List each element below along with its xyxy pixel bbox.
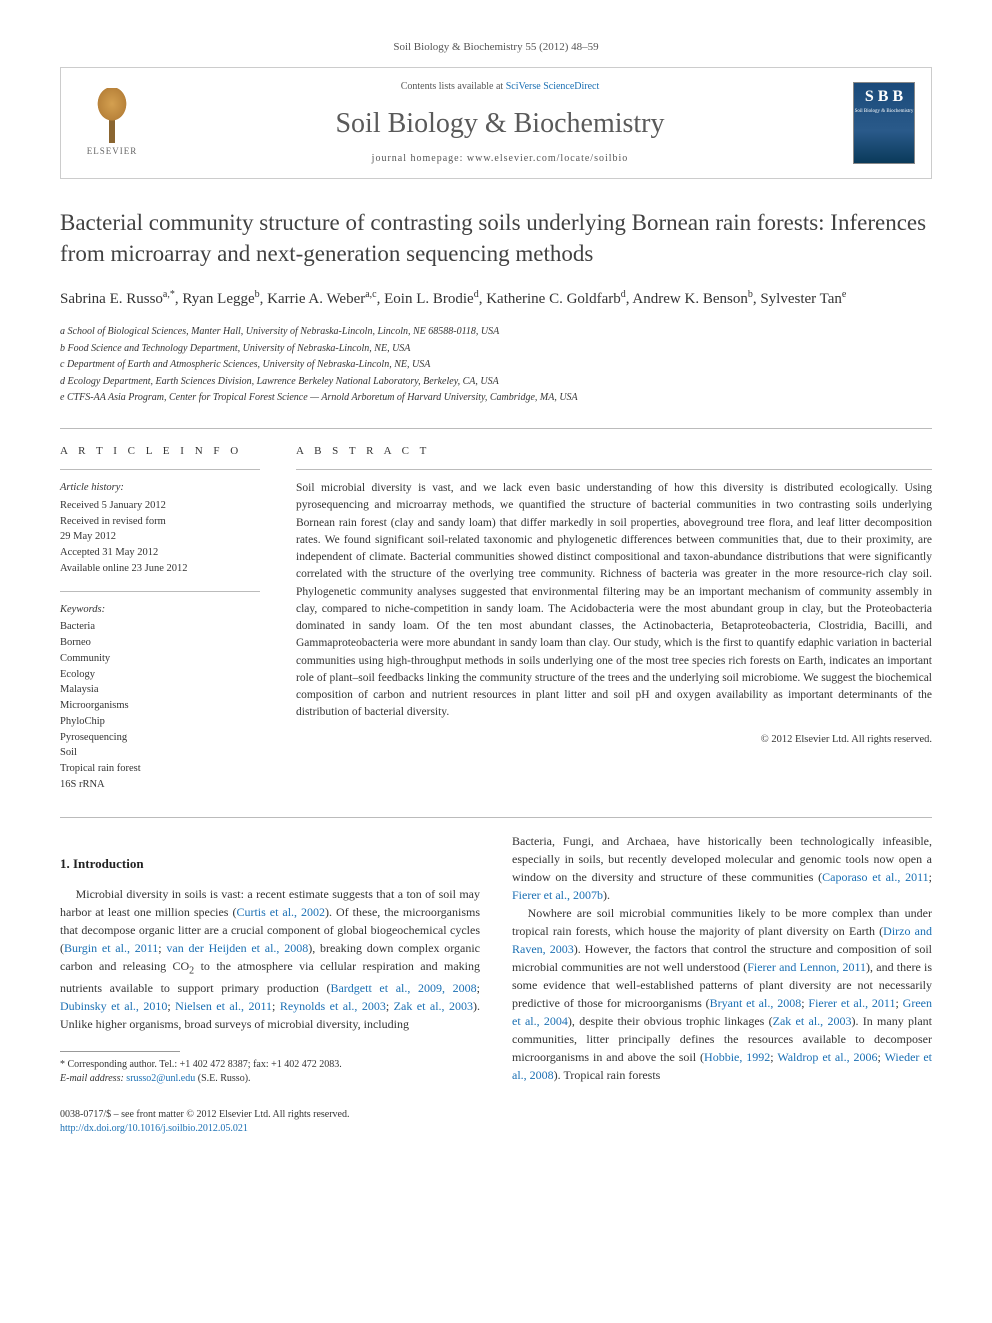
divider [296, 469, 932, 470]
keyword: Pyrosequencing [60, 730, 260, 746]
affiliations: a School of Biological Sciences, Manter … [60, 324, 932, 406]
affiliation: c Department of Earth and Atmospheric Sc… [60, 357, 932, 373]
email-label: E-mail address: [60, 1073, 126, 1084]
divider [60, 428, 932, 429]
abstract-body: Soil microbial diversity is vast, and we… [296, 480, 932, 722]
contents-prefix: Contents lists available at [401, 81, 506, 92]
keyword: Soil [60, 745, 260, 761]
abstract-label: A B S T R A C T [296, 443, 932, 460]
journal-reference: Soil Biology & Biochemistry 55 (2012) 48… [60, 40, 932, 55]
journal-cover-thumbnail: S B B Soil Biology & Biochemistry [853, 82, 915, 164]
history-heading: Article history: [60, 480, 260, 496]
intro-paragraph: Nowhere are soil microbial communities l… [512, 904, 932, 1084]
intro-paragraph: Microbial diversity in soils is vast: a … [60, 885, 480, 1032]
header-center: Contents lists available at SciVerse Sci… [163, 80, 837, 165]
abstract-column: A B S T R A C T Soil microbial diversity… [296, 443, 932, 807]
cover-initials: S B B [865, 89, 903, 105]
journal-name: Soil Biology & Biochemistry [163, 104, 837, 143]
keyword: Tropical rain forest [60, 761, 260, 777]
keyword: Borneo [60, 635, 260, 651]
affiliation: b Food Science and Technology Department… [60, 341, 932, 357]
affiliation: d Ecology Department, Earth Sciences Div… [60, 374, 932, 390]
keywords-heading: Keywords: [60, 602, 260, 618]
sciencedirect-link[interactable]: SciVerse ScienceDirect [506, 81, 600, 92]
info-abstract-row: A R T I C L E I N F O Article history: R… [60, 443, 932, 807]
footnote-rule [60, 1051, 180, 1052]
publisher-name: ELSEVIER [87, 145, 138, 158]
keyword: PhyloChip [60, 714, 260, 730]
journal-homepage-line: journal homepage: www.elsevier.com/locat… [163, 152, 837, 166]
abstract-copyright: © 2012 Elsevier Ltd. All rights reserved… [296, 732, 932, 748]
history-line: Accepted 31 May 2012 [60, 545, 260, 561]
body-two-column: 1. Introduction Microbial diversity in s… [60, 832, 932, 1136]
contents-available-line: Contents lists available at SciVerse Sci… [163, 80, 837, 94]
homepage-prefix: journal homepage: [372, 153, 467, 164]
elsevier-tree-icon [87, 88, 137, 143]
history-line: 29 May 2012 [60, 529, 260, 545]
keyword: Bacteria [60, 619, 260, 635]
email-line: E-mail address: srusso2@unl.edu (S.E. Ru… [60, 1072, 480, 1086]
email-name: (S.E. Russo). [195, 1073, 250, 1084]
introduction-heading: 1. Introduction [60, 854, 480, 874]
issn-doi-block: 0038-0717/$ – see front matter © 2012 El… [60, 1108, 480, 1136]
article-title: Bacterial community structure of contras… [60, 207, 932, 269]
article-history-block: Article history: Received 5 January 2012… [60, 480, 260, 577]
divider [60, 817, 932, 818]
authors-list: Sabrina E. Russoa,*, Ryan Leggeb, Karrie… [60, 287, 932, 311]
keywords-block: Keywords: Bacteria Borneo Community Ecol… [60, 602, 260, 793]
intro-paragraph: Bacteria, Fungi, and Archaea, have histo… [512, 832, 932, 904]
divider [60, 591, 260, 592]
cover-label: Soil Biology & Biochemistry [855, 108, 914, 115]
corresponding-line: * Corresponding author. Tel.: +1 402 472… [60, 1058, 480, 1072]
keyword: 16S rRNA [60, 777, 260, 793]
corresponding-email-link[interactable]: srusso2@unl.edu [126, 1073, 195, 1084]
keyword: Ecology [60, 667, 260, 683]
keyword: Malaysia [60, 682, 260, 698]
affiliation: a School of Biological Sciences, Manter … [60, 324, 932, 340]
journal-header-box: ELSEVIER Contents lists available at Sci… [60, 67, 932, 178]
doi-link[interactable]: http://dx.doi.org/10.1016/j.soilbio.2012… [60, 1123, 248, 1134]
keyword: Community [60, 651, 260, 667]
history-line: Received 5 January 2012 [60, 498, 260, 514]
affiliation: e CTFS-AA Asia Program, Center for Tropi… [60, 390, 932, 406]
history-line: Available online 23 June 2012 [60, 561, 260, 577]
article-info-column: A R T I C L E I N F O Article history: R… [60, 443, 260, 807]
article-info-label: A R T I C L E I N F O [60, 443, 260, 460]
elsevier-logo: ELSEVIER [77, 83, 147, 163]
corresponding-author-footnote: * Corresponding author. Tel.: +1 402 472… [60, 1058, 480, 1086]
issn-line: 0038-0717/$ – see front matter © 2012 El… [60, 1108, 480, 1122]
homepage-url[interactable]: www.elsevier.com/locate/soilbio [467, 153, 628, 164]
history-line: Received in revised form [60, 514, 260, 530]
keyword: Microorganisms [60, 698, 260, 714]
divider [60, 469, 260, 470]
